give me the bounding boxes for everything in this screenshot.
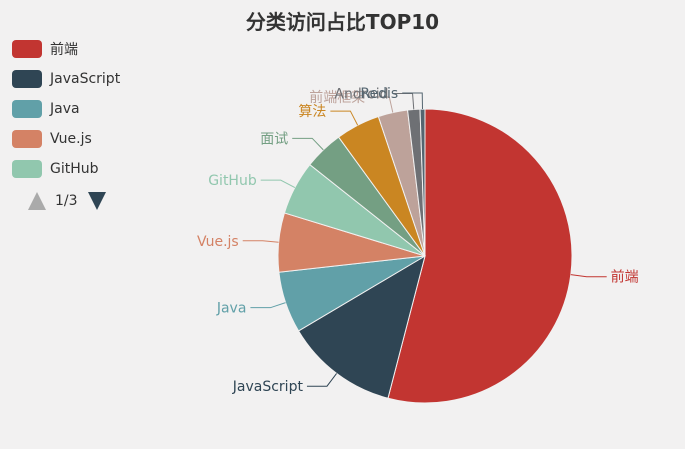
legend-next-page-icon[interactable] <box>87 192 106 210</box>
legend-page-indicator: 1/3 <box>55 193 78 209</box>
label-line-8 <box>369 96 394 113</box>
slice-label-cn: 前端 <box>611 269 639 286</box>
legend-item-javascript[interactable]: JavaScript <box>12 64 120 94</box>
label-line-3 <box>250 302 286 309</box>
label-line-4 <box>242 240 279 243</box>
label-line-7 <box>330 110 359 126</box>
pie-slice-2[interactable] <box>297 254 426 399</box>
legend-item-vuejs[interactable]: Vue.js <box>12 124 120 154</box>
legend-swatch-frontend <box>12 40 42 58</box>
slice-label-cn: 前端框架 <box>309 89 365 106</box>
chart-title: 分类访问占比TOP10 <box>245 10 440 34</box>
legend-pager: 1/3 <box>28 192 106 210</box>
legend-label: JavaScript <box>50 71 121 87</box>
label-line-6 <box>292 137 324 151</box>
legend: 前端 JavaScript Java Vue.js GitHub <box>12 34 120 184</box>
label-line-1 <box>570 274 607 278</box>
legend-swatch-java <box>12 100 42 118</box>
slice-label-android: Android <box>334 86 388 102</box>
slice-label-cn: 面试 <box>260 131 288 147</box>
legend-swatch-vuejs <box>12 130 42 148</box>
legend-item-java[interactable]: Java <box>12 94 120 124</box>
slice-label-cn: 算法 <box>298 104 326 120</box>
slice-label-redis: Redis <box>360 86 398 102</box>
legend-item-github[interactable]: GitHub <box>12 154 120 184</box>
slice-label-vue-js: Vue.js <box>197 234 239 250</box>
pie-slice-1[interactable] <box>387 108 573 404</box>
label-line-10 <box>402 92 424 110</box>
pie-slice-10[interactable] <box>419 108 426 257</box>
legend-label: Vue.js <box>50 131 92 147</box>
slice-label-javascript: JavaScript <box>232 379 304 395</box>
slice-label-java: Java <box>216 301 247 317</box>
legend-swatch-github <box>12 160 42 178</box>
legend-label: Java <box>50 101 80 117</box>
legend-prev-page-icon[interactable] <box>28 192 46 210</box>
legend-item-frontend[interactable]: 前端 <box>12 34 120 64</box>
slice-label-github: GitHub <box>208 173 257 189</box>
label-line-2 <box>306 373 337 387</box>
legend-label: GitHub <box>50 161 99 177</box>
legend-label: 前端 <box>50 42 78 58</box>
legend-swatch-javascript <box>12 70 42 88</box>
label-line-5 <box>260 179 296 189</box>
